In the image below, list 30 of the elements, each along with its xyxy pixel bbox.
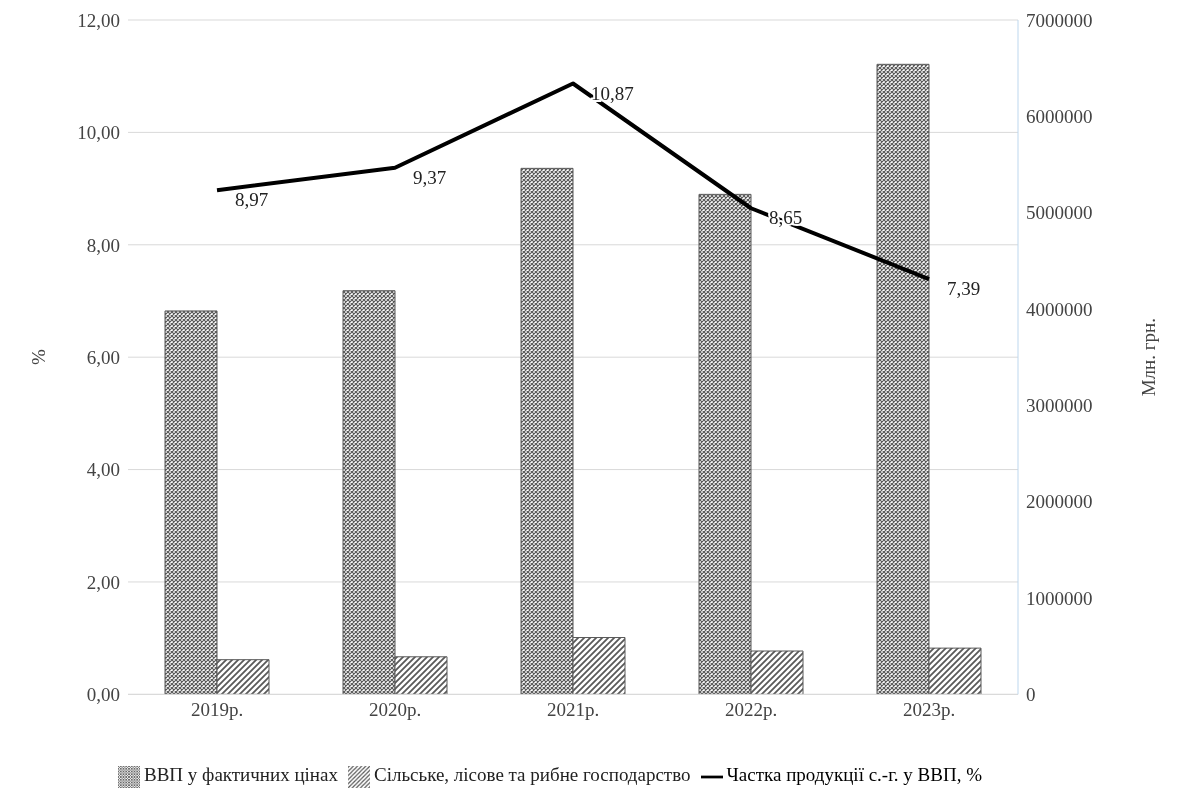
legend-label: Частка продукції с.-г. у ВВП, %: [726, 764, 982, 786]
x-tick-label: 2023р.: [902, 698, 956, 720]
y2-tick-label: 2000000: [1026, 491, 1093, 513]
y2-tick-label: 1000000: [1026, 587, 1093, 609]
y-tick-label: 2,00: [86, 571, 120, 593]
y2-axis-title: Млн. грн.: [1137, 318, 1159, 397]
y2-tick-label: 7000000: [1026, 9, 1093, 31]
line-series: [215, 81, 931, 282]
x-tick-label: 2021р.: [546, 698, 600, 720]
x-tick-label: 2019р.: [190, 698, 244, 720]
x-tick-label: 2022р.: [724, 698, 778, 720]
data-label: 7,39: [947, 278, 981, 300]
y2-tick-label: 5000000: [1026, 202, 1093, 224]
y-tick-label: 10,00: [77, 122, 120, 144]
y-tick-label: 6,00: [86, 346, 120, 368]
y2-tick-label: 6000000: [1026, 106, 1093, 128]
data-label: 9,37: [413, 166, 447, 188]
y2-tick-label: 3000000: [1026, 395, 1093, 417]
y-tick-label: 4,00: [86, 459, 120, 481]
y-tick-label: 12,00: [77, 9, 120, 31]
y2-tick-label: 0: [1026, 684, 1036, 706]
y-tick-label: 0,00: [86, 684, 120, 706]
y2-tick-label: 4000000: [1026, 298, 1093, 320]
data-label: 8,97: [235, 189, 269, 211]
y-tick-label: 8,00: [86, 234, 120, 256]
data-label: 10,87: [591, 82, 634, 104]
legend-label: ВВП у фактичних цінах: [144, 764, 338, 786]
x-tick-label: 2020р.: [368, 698, 422, 720]
legend-label: Сільське, лісове та рибне господарство: [373, 764, 691, 786]
y-axis-title: %: [27, 349, 49, 366]
